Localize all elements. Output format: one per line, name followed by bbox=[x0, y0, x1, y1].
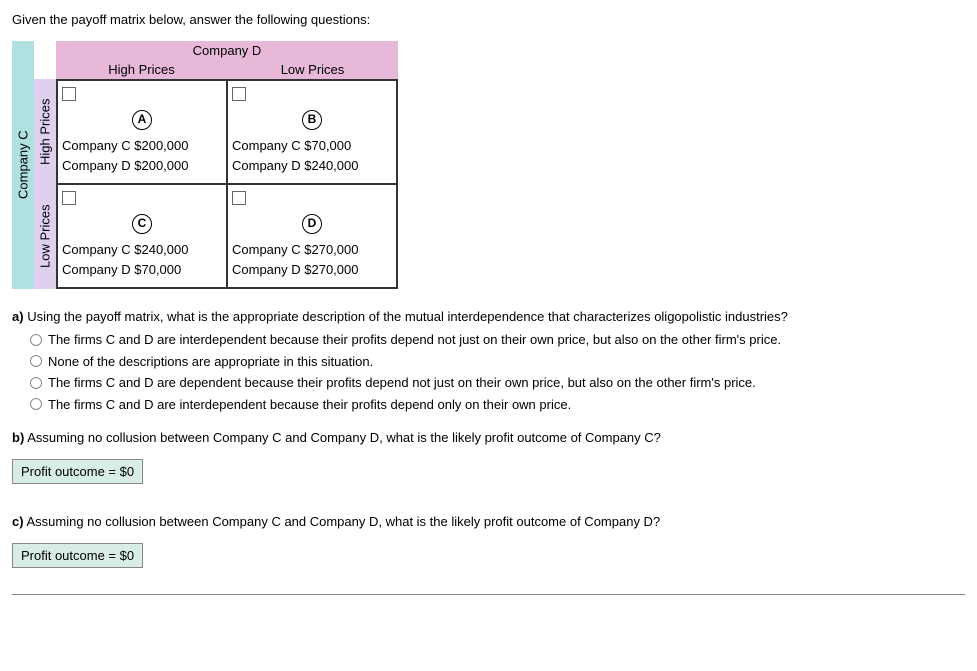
qa-option[interactable]: None of the descriptions are appropriate… bbox=[30, 352, 965, 372]
cell-D: D Company C $270,000 Company D $270,000 bbox=[227, 184, 397, 288]
row-label-low: Low Prices bbox=[34, 184, 56, 289]
col-labels-row: High Prices Low Prices bbox=[56, 60, 398, 79]
cell-checkbox[interactable] bbox=[232, 191, 246, 205]
cell-d-value: Company D $240,000 bbox=[232, 156, 392, 176]
row-label-high: High Prices bbox=[34, 79, 56, 184]
cell-letter: A bbox=[62, 110, 222, 130]
row-company-header: Company C bbox=[12, 41, 34, 289]
cell-letter: D bbox=[232, 214, 392, 234]
cell-c-value: Company C $200,000 bbox=[62, 136, 222, 156]
cell-checkbox[interactable] bbox=[232, 87, 246, 101]
cell-B: B Company C $70,000 Company D $240,000 bbox=[227, 80, 397, 184]
cell-checkbox[interactable] bbox=[62, 87, 76, 101]
cell-d-value: Company D $200,000 bbox=[62, 156, 222, 176]
qa-text: Using the payoff matrix, what is the app… bbox=[27, 309, 788, 324]
row-labels-wrap: High Prices Low Prices bbox=[34, 41, 56, 289]
radio-icon bbox=[30, 398, 42, 410]
radio-icon bbox=[30, 355, 42, 367]
cell-d-value: Company D $70,000 bbox=[62, 260, 222, 280]
cell-A: A Company C $200,000 Company D $200,000 bbox=[57, 80, 227, 184]
cell-letter: C bbox=[62, 214, 222, 234]
cell-C: C Company C $240,000 Company D $70,000 bbox=[57, 184, 227, 288]
qa-label: a) bbox=[12, 309, 24, 324]
matrix-main: Company D High Prices Low Prices A Compa… bbox=[56, 41, 398, 289]
cell-letter: B bbox=[232, 110, 392, 130]
qb-answer-box[interactable]: Profit outcome = $0 bbox=[12, 459, 143, 484]
col-label-high: High Prices bbox=[56, 60, 227, 79]
qc-answer-box[interactable]: Profit outcome = $0 bbox=[12, 543, 143, 568]
radio-icon bbox=[30, 334, 42, 346]
qb-text: Assuming no collusion between Company C … bbox=[27, 430, 661, 445]
option-text: The firms C and D are interdependent bec… bbox=[48, 395, 571, 415]
option-text: None of the descriptions are appropriate… bbox=[48, 352, 373, 372]
divider bbox=[12, 594, 965, 595]
option-text: The firms C and D are interdependent bec… bbox=[48, 330, 781, 350]
qa-option[interactable]: The firms C and D are interdependent bec… bbox=[30, 395, 965, 415]
question-b: b) Assuming no collusion between Company… bbox=[12, 430, 965, 445]
payoff-matrix: Company C High Prices Low Prices Company… bbox=[12, 41, 965, 289]
question-c: c) Assuming no collusion between Company… bbox=[12, 514, 965, 529]
cell-c-value: Company C $270,000 bbox=[232, 240, 392, 260]
option-text: The firms C and D are dependent because … bbox=[48, 373, 756, 393]
qc-label: c) bbox=[12, 514, 24, 529]
intro-text: Given the payoff matrix below, answer th… bbox=[12, 12, 965, 27]
cell-checkbox[interactable] bbox=[62, 191, 76, 205]
question-a: a) Using the payoff matrix, what is the … bbox=[12, 309, 965, 324]
qc-text: Assuming no collusion between Company C … bbox=[26, 514, 660, 529]
radio-icon bbox=[30, 377, 42, 389]
qa-option[interactable]: The firms C and D are dependent because … bbox=[30, 373, 965, 393]
cell-d-value: Company D $270,000 bbox=[232, 260, 392, 280]
col-label-low: Low Prices bbox=[227, 60, 398, 79]
cell-c-value: Company C $240,000 bbox=[62, 240, 222, 260]
qb-label: b) bbox=[12, 430, 24, 445]
cell-c-value: Company C $70,000 bbox=[232, 136, 392, 156]
qa-options: The firms C and D are interdependent bec… bbox=[30, 330, 965, 414]
qa-option[interactable]: The firms C and D are interdependent bec… bbox=[30, 330, 965, 350]
col-company-header: Company D bbox=[56, 41, 398, 60]
matrix-body: A Company C $200,000 Company D $200,000 … bbox=[56, 79, 398, 289]
